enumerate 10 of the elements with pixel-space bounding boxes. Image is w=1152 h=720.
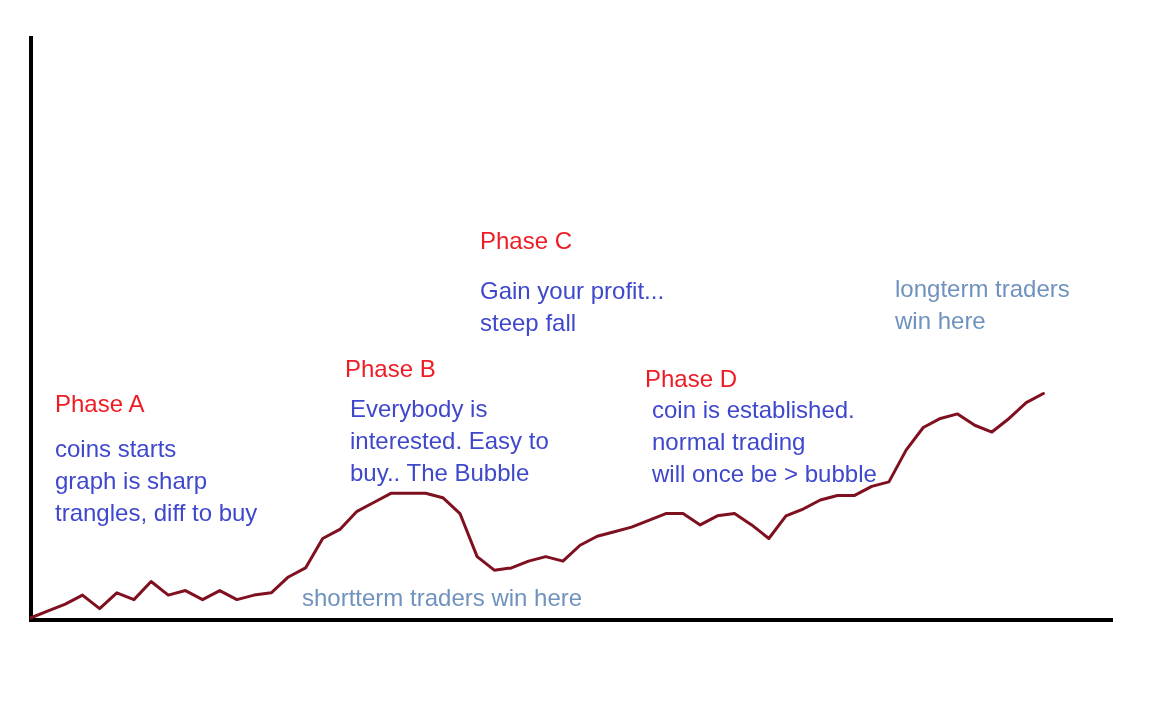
annotation: coins starts graph is sharp trangles, diff to buy <box>55 434 258 526</box>
annotation: Everybody is interested. Easy to buy.. The Bubble <box>350 394 549 486</box>
text: Phase D <box>645 364 738 392</box>
annotation: coin is established. normal trading will once be > bubble <box>651 395 877 487</box>
annotation: shortterm traders win here <box>302 583 583 611</box>
text: Phase C <box>480 226 573 254</box>
annotation: Phase A <box>55 389 145 417</box>
text: Phase B <box>345 354 436 382</box>
text: Gain your profit... steep fall <box>480 276 665 336</box>
text: longterm traders win here <box>894 274 1070 334</box>
